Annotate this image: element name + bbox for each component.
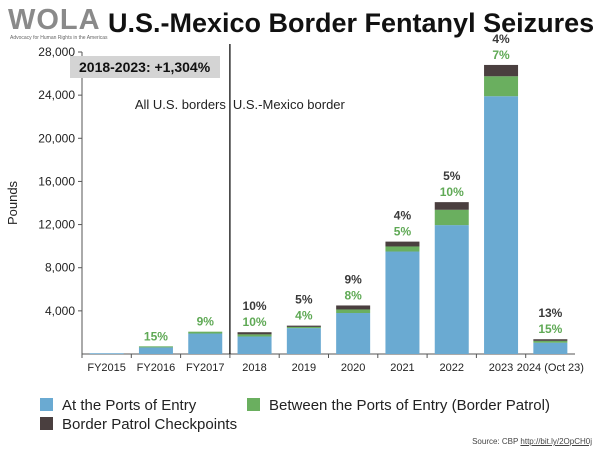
y-tick-label: 24,000 [38,88,75,102]
annotation-box-text: 2018-2023: +1,304% [79,59,211,75]
legend-item-ports: At the Ports of Entry [40,397,196,415]
bar-segment-checkpoints [286,325,321,327]
axes: 4,000 8,000 12,000 16,000 20,000 24,000 28,000… [5,45,584,374]
x-tick-label: 2022 [440,362,464,374]
bar-segment-between [434,209,469,226]
x-tick-label: FY2017 [186,362,225,374]
legend-label-between: Between the Ports of Entry (Border Patro… [269,397,550,414]
between-pct-label: 15% [144,329,168,343]
legend-swatch-between [247,398,260,411]
y-tick-label: 12,000 [38,218,75,232]
annotations: 2018-2023: +1,304% All U.S. borders U.S.-M… [70,44,346,354]
legend-item-between: Between the Ports of Entry (Border Patro… [247,397,550,415]
annotation-box-bg [70,56,220,78]
bar-segment-ports [533,342,568,354]
between-pct-label: 15% [538,322,562,336]
bar-segment-between [188,331,223,334]
bar-segment-checkpoints [533,339,568,341]
bar-segment-checkpoints [385,241,420,247]
bar-segment-checkpoints [336,305,371,310]
legend-swatch-checkpoints [40,417,53,430]
x-tick-label: 2019 [292,362,316,374]
bar-segment-between [237,334,272,337]
region-right-label: U.S.-Mexico border [233,97,346,112]
bar-segment-ports [89,353,124,355]
bar-segment-ports [336,313,371,354]
x-tick-label: FY2015 [87,362,126,374]
source-prefix: Source: CBP [472,437,521,446]
x-tick-label: 2023 [489,362,513,374]
bar-segment-ports [286,328,321,354]
checkpoint-pct-label: 10% [243,299,267,313]
between-pct-label: 4% [295,309,313,323]
bar-segment-ports [138,347,173,354]
wola-logo: WOLA Advocacy for Human Rights in the Am… [8,4,108,44]
region-left-label: All U.S. borders [135,97,227,112]
x-tick-label: 2024 (Oct 23) [517,362,584,374]
chart-title: U.S.-Mexico Border Fentanyl Seizures [108,8,595,38]
y-tick-label: 20,000 [38,131,75,145]
bar-segment-ports [484,96,519,354]
y-tick-label: 16,000 [38,174,75,188]
checkpoint-pct-label: 13% [538,306,562,320]
between-pct-label: 8% [344,288,362,302]
fentanyl-seizures-chart: 4,000 8,000 12,000 16,000 20,000 24,000 28,000… [5,32,584,374]
bar-labels: 15% 9% 10% 10% 4% 5% 8% 9% 5% 4% 10% 5% 7% 4% 15% 13% [144,32,563,343]
bar-segment-ports [385,251,420,354]
bar-segment-checkpoints [237,332,272,335]
x-tick-label: 2018 [242,362,266,374]
checkpoint-pct-label: 5% [295,293,313,307]
between-pct-label: 7% [492,48,510,62]
bar-segment-between [336,309,371,314]
source-link[interactable]: http://bit.ly/2OpCH0j [520,437,592,446]
bar-segment-ports [188,333,223,354]
x-tick-label: 2021 [390,362,414,374]
checkpoint-pct-label: 4% [394,209,412,223]
y-tick-label: 8,000 [45,261,75,275]
between-pct-label: 9% [197,315,215,329]
bar-segment-ports [434,225,469,354]
checkpoint-pct-label: 9% [344,272,362,286]
legend-label-checkpoints: Border Patrol Checkpoints [62,416,238,433]
x-tick-label: 2020 [341,362,365,374]
bar-segment-between [385,246,420,252]
bar-segment-ports [237,336,272,354]
bar-segment-between [138,346,173,348]
logo-tagline: Advocacy for Human Rights in the America… [10,35,108,41]
bar-segment-between [286,326,321,329]
legend-swatch-ports [40,398,53,411]
legend: At the Ports of Entry Between the Ports … [40,393,600,437]
logo-text: WOLA [8,4,101,36]
bars [89,64,568,355]
legend-item-checkpoints: Border Patrol Checkpoints [40,416,237,434]
legend-label-ports: At the Ports of Entry [62,397,197,414]
bar-segment-checkpoints [484,64,519,77]
y-axis-label: Pounds [5,180,20,225]
y-tick-label: 28,000 [38,45,75,59]
between-pct-label: 10% [440,185,464,199]
checkpoint-pct-label: 4% [492,32,510,46]
between-pct-label: 10% [243,315,267,329]
source-note: Source: CBP http://bit.ly/2OpCH0j [472,437,592,446]
y-tick-label: 4,000 [45,304,75,318]
checkpoint-pct-label: 5% [443,169,461,183]
bar-segment-between [484,76,519,97]
between-pct-label: 5% [394,225,412,239]
bar-segment-between [533,340,568,343]
bar-segment-checkpoints [434,202,469,210]
x-tick-label: FY2016 [137,362,176,374]
